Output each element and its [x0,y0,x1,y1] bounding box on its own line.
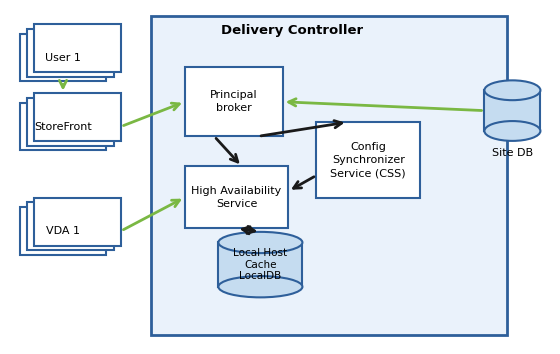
FancyArrowPatch shape [216,138,238,162]
FancyBboxPatch shape [20,34,106,81]
FancyArrowPatch shape [261,121,342,136]
FancyBboxPatch shape [151,16,507,335]
Text: Config
Synchronizer
Service (CSS): Config Synchronizer Service (CSS) [330,142,406,178]
FancyBboxPatch shape [20,207,106,255]
FancyBboxPatch shape [34,93,121,141]
FancyArrowPatch shape [123,200,180,230]
Bar [484,90,540,131]
Text: High Availability
Service: High Availability Service [192,186,282,209]
FancyArrowPatch shape [242,226,255,234]
Text: Principal
broker: Principal broker [210,90,258,113]
Ellipse shape [484,80,540,100]
FancyBboxPatch shape [34,24,121,72]
Ellipse shape [484,121,540,141]
Text: VDA 1: VDA 1 [46,226,80,236]
FancyArrowPatch shape [293,177,314,188]
FancyBboxPatch shape [27,29,114,77]
FancyArrowPatch shape [124,103,179,126]
Bar [218,242,302,287]
FancyBboxPatch shape [27,202,114,250]
Text: StoreFront: StoreFront [34,121,92,132]
FancyBboxPatch shape [27,98,114,146]
FancyBboxPatch shape [185,166,288,228]
Text: User 1: User 1 [45,52,81,63]
Text: Local Host
Cache
LocalDB: Local Host Cache LocalDB [234,248,287,281]
Ellipse shape [218,232,302,253]
FancyBboxPatch shape [316,122,420,198]
Text: Site DB: Site DB [492,148,533,158]
Text: Delivery Controller: Delivery Controller [221,24,363,37]
Ellipse shape [218,276,302,297]
FancyArrowPatch shape [288,99,482,110]
FancyArrowPatch shape [59,80,67,87]
FancyBboxPatch shape [20,103,106,150]
FancyBboxPatch shape [34,198,121,246]
FancyBboxPatch shape [185,67,283,136]
